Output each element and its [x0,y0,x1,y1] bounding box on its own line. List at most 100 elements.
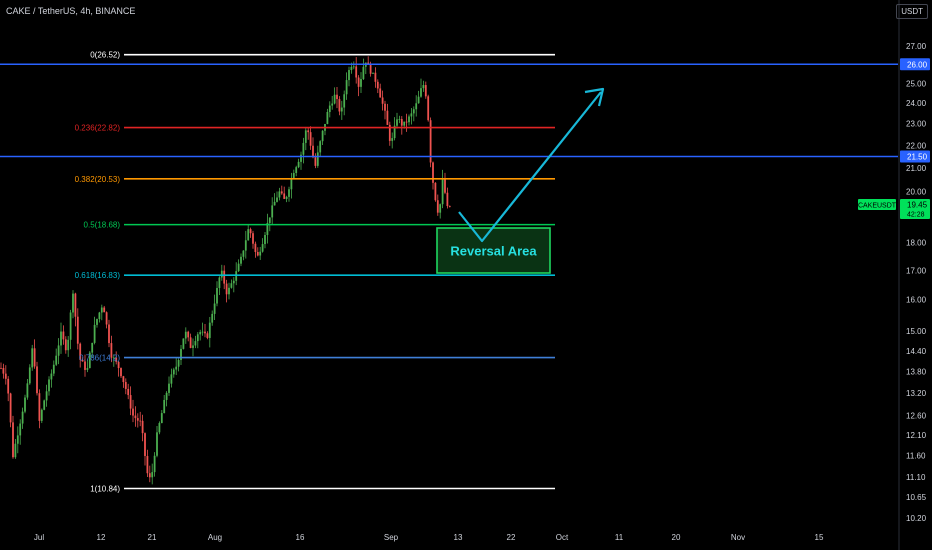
candle-body [120,368,122,377]
candle-body [43,400,46,410]
candle-body [350,66,353,71]
candle-body [24,397,26,412]
fib-level-label: 0.5(18.68) [84,221,121,230]
annotation-layer: Reversal Area [436,87,605,274]
candle-body [398,119,401,120]
candle-body [405,121,408,123]
candle-body [48,379,50,392]
candle-body [19,423,22,436]
candle-body [304,130,307,143]
price-tick-label: 15.00 [906,327,927,336]
candle-body [124,382,127,389]
candle-body [67,339,70,351]
candle-body [69,312,72,340]
time-tick-label: Aug [208,533,222,542]
candle-body [230,283,233,288]
candle-body [132,408,134,416]
candle-body [376,81,379,89]
time-tick-label: 15 [815,533,824,542]
candle-body [180,348,182,360]
candle-body [278,191,281,198]
fib-level-label: 0.382(20.53) [75,175,121,184]
candle-body [403,121,406,126]
candle-body [76,316,79,344]
candle-body [79,343,82,360]
candle-body [14,443,17,458]
candle-body [62,331,65,340]
candle-body [244,240,247,251]
candle-body [276,197,278,202]
candle-body [343,94,346,108]
candle-body [420,88,422,97]
reversal-area-label: Reversal Area [450,244,537,259]
horizontal-level-price: 21.50 [907,152,928,161]
candle-body [384,103,386,111]
price-tick-label: 25.00 [906,79,927,88]
candle-body [372,72,374,74]
candle-body [134,415,137,419]
projection-arrow [458,91,602,243]
time-tick-label: 11 [615,533,624,542]
candle-body [28,367,31,384]
candle-body [292,173,295,178]
candle-body [360,79,362,87]
candle-body [220,270,223,278]
candle-body [240,256,242,264]
symbol-title: CAKE / TetherUS, 4h, BINANCE [6,6,136,16]
candle-body [84,361,86,370]
candle-body [367,62,370,64]
time-tick-label: 22 [507,533,516,542]
candle-body [391,138,394,141]
candle-body [100,307,103,313]
candle-body [199,332,202,335]
candle-body [156,432,158,456]
candle-body [201,331,204,333]
candle-body [57,345,60,356]
candle-body [192,345,194,348]
candle-body [326,112,329,124]
candle-body [165,392,168,400]
candle-body [50,373,53,380]
price-tick-label: 10.20 [906,514,927,523]
candle-body [0,367,2,369]
candle-body [108,324,110,344]
candle-body [283,193,286,199]
ticker-badge [858,199,896,211]
candle-body [415,103,418,110]
price-tick-label: 13.80 [906,367,927,376]
candle-body [86,368,89,370]
candle-body [139,420,142,422]
candle-body [249,229,252,234]
candle-body [369,63,372,74]
candle-body [36,366,38,394]
currency-badge[interactable]: USDT [896,4,928,19]
price-tick-label: 18.00 [906,239,927,248]
candle-body [64,339,67,351]
candle-body [319,141,322,153]
candle-body [26,383,29,398]
candle-body [316,152,319,166]
candle-body [206,333,209,338]
candle-body [103,307,106,313]
candle-body [374,72,377,82]
price-tick-label: 24.00 [906,99,927,108]
candle-body [122,376,125,383]
candle-body [81,359,84,362]
price-label-badge [900,58,930,71]
candle-body [300,154,302,162]
candle-body [436,200,439,213]
candle-body [189,337,192,348]
candle-body [204,331,206,334]
candle-body [448,206,451,207]
candle-body [72,293,74,313]
candle-body [357,77,360,87]
candle-body [434,182,437,201]
candle-body [136,418,139,421]
candle-body [247,229,250,241]
candle-body [273,201,276,206]
candle-body [148,473,151,478]
candle-body [172,369,175,375]
candle-body [362,66,365,80]
candle-body [91,342,94,353]
